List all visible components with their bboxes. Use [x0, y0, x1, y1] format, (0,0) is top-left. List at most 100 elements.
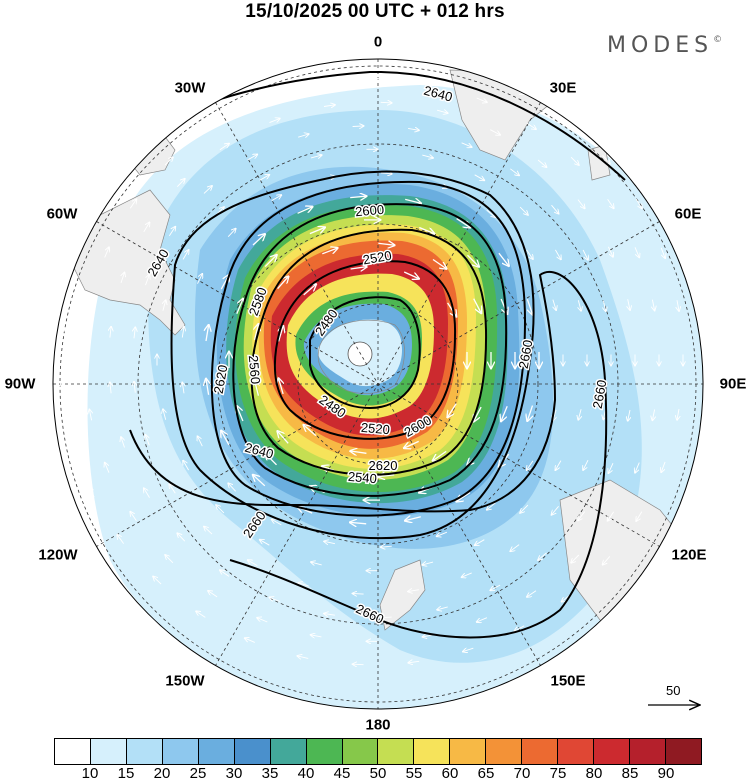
reference-vector-arrow	[648, 683, 704, 713]
wind-arrow	[206, 325, 209, 342]
contour-2640	[170, 170, 535, 540]
wind-arrow	[474, 406, 482, 421]
wind-arrow	[121, 437, 125, 448]
wind-arrow	[498, 252, 509, 266]
contour-label: 2620	[369, 458, 398, 473]
wind-arrow	[89, 410, 91, 421]
wind-arrow	[380, 173, 392, 174]
polar-map: 2480248025202520254025602580260026002620…	[52, 58, 704, 710]
wind-arrow	[608, 511, 615, 521]
wind-arrow	[526, 249, 533, 259]
colorbar-swatch	[665, 739, 701, 764]
contour-2660	[129, 270, 608, 639]
colorbar-tick-label: 30	[225, 765, 243, 782]
wind-arrow	[227, 229, 236, 238]
wind-arrow	[255, 380, 259, 396]
wind-arrow	[71, 274, 74, 285]
wind-arrow	[350, 267, 367, 269]
contour-label: 2660	[516, 339, 536, 370]
wind-arrow	[350, 196, 366, 197]
colorbar-tick-label: 75	[549, 765, 567, 782]
wind-arrow	[537, 159, 546, 167]
wind-arrow	[310, 83, 322, 85]
colorbar-swatch	[55, 739, 91, 764]
colorbar-tick-label: 35	[261, 765, 279, 782]
brand-name: MODES	[607, 33, 714, 58]
wind-arrow	[527, 405, 532, 421]
wind-arrow	[652, 299, 654, 311]
lon-label-60e: 60E	[674, 205, 702, 223]
wind-arrow	[456, 218, 470, 228]
wind-arrow	[661, 461, 666, 472]
wind-arrow	[257, 618, 268, 623]
wind-arrow	[457, 492, 471, 502]
wind-arrow	[117, 535, 124, 544]
wind-arrow	[298, 583, 309, 586]
wind-arrow	[578, 511, 586, 521]
wind-arrow	[208, 591, 218, 598]
wind-arrow	[104, 247, 109, 258]
colorbar-swatch	[486, 739, 523, 764]
wind-arrow	[311, 562, 322, 565]
reference-vector-value: 50	[666, 683, 681, 698]
wind-arrow	[551, 204, 559, 214]
colorbar-tick-label: 90	[657, 765, 675, 782]
wind-arrow	[570, 156, 579, 165]
colorbar-swatch	[126, 739, 163, 764]
wind-arrow	[408, 590, 419, 592]
wind-arrow	[182, 250, 189, 260]
wind-arrow	[607, 198, 614, 208]
land-south-america	[69, 189, 186, 336]
wind-arrow	[196, 611, 206, 618]
wind-arrow	[279, 326, 284, 342]
wind-arrow	[405, 199, 421, 203]
wind-arrow	[608, 463, 614, 473]
wind-arrow	[244, 78, 255, 83]
wind-arrow	[248, 560, 258, 566]
pole-hole	[347, 341, 373, 367]
wind-arrow	[635, 462, 640, 473]
wind-arrow	[153, 577, 162, 585]
wind-arrow	[473, 298, 481, 313]
wind-arrow	[378, 243, 394, 245]
colorbar-swatch	[594, 739, 630, 764]
wind-arrow	[121, 273, 125, 284]
wind-arrow	[422, 83, 434, 85]
wind-arrow	[182, 327, 184, 338]
wind-arrow	[303, 284, 316, 296]
wind-arrow	[324, 541, 335, 543]
wind-arrow	[578, 409, 581, 420]
contour-2560	[250, 228, 488, 476]
contour-label: 2560	[246, 355, 263, 385]
wind-arrow	[304, 425, 317, 437]
colorbar-swatch	[450, 739, 487, 764]
wind-arrow	[432, 258, 446, 269]
wind-arrow	[487, 502, 496, 510]
wind-arrow	[221, 431, 230, 446]
wind-arrow	[182, 383, 184, 394]
wind-arrow	[144, 488, 150, 498]
lon-label-30w: 30W	[174, 79, 206, 97]
wind-arrow	[350, 522, 367, 523]
wind-arrow	[271, 195, 282, 201]
wind-arrow	[538, 552, 547, 560]
wind-arrow	[176, 179, 185, 188]
wind-arrow	[403, 271, 419, 279]
lon-label-120w: 120W	[38, 546, 78, 564]
wind-arrow	[607, 246, 613, 257]
wind-arrow	[552, 506, 559, 515]
wind-arrow	[309, 228, 325, 235]
wind-arrow	[298, 134, 309, 137]
lon-label-60w: 60W	[46, 205, 78, 223]
wind-arrow	[501, 405, 508, 421]
wind-arrow	[297, 207, 313, 214]
wind-arrow	[437, 607, 448, 610]
wind-arrow	[134, 382, 135, 393]
wind-arrow	[419, 226, 434, 234]
wind-arrow	[237, 406, 244, 422]
wind-arrow	[89, 300, 91, 311]
wind-arrow	[197, 274, 203, 284]
colorbar-swatch	[306, 739, 343, 764]
map-boundary	[52, 58, 704, 710]
wind-arrow	[255, 324, 259, 341]
